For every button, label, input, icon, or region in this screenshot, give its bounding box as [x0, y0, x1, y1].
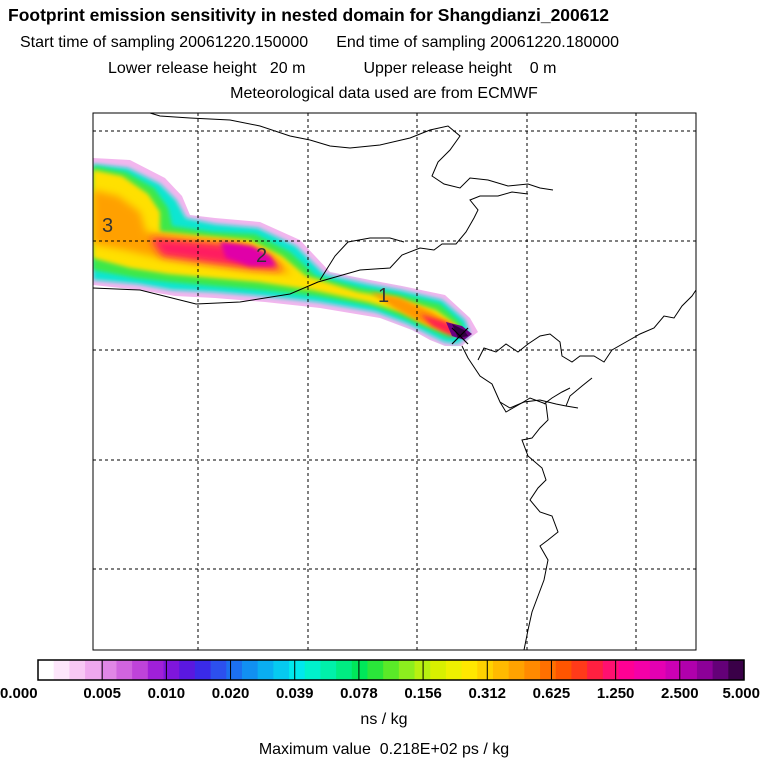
colorbar-cell [571, 660, 588, 680]
colorbar-cell [665, 660, 682, 680]
colorbar-cells [38, 660, 745, 680]
colorbar-tick-label: 0.020 [212, 685, 250, 702]
colorbar-cell [461, 660, 478, 680]
colorbar-cell [445, 660, 463, 680]
colorbar-cell [289, 660, 306, 680]
colorbar-cell [132, 660, 149, 680]
colorbar-cell [524, 660, 541, 680]
grid-lines [93, 113, 696, 650]
colorbar-cell [477, 660, 494, 680]
colorbar-cell [304, 660, 321, 680]
colorbar-cell [383, 660, 400, 680]
colorbar-cell [367, 660, 384, 680]
colorbar-tick-label: 1.250 [597, 685, 635, 702]
upper-release-label: Upper release height 0 m [363, 60, 557, 77]
plume-age-label: 3 [102, 215, 113, 237]
colorbar-cell [116, 660, 133, 680]
colorbar-tick-label: 5.000 [722, 685, 760, 702]
colorbar-cell [398, 660, 416, 680]
chart-title: Footprint emission sensitivity in nested… [8, 5, 609, 25]
colorbar-cell [273, 660, 290, 680]
colorbar-tick-labels: 0.000 0.005 0.010 0.020 0.039 0.078 0.156 0.312… [0, 685, 760, 702]
colorbar-cell [210, 660, 227, 680]
plume-age-label: 2 [256, 245, 267, 267]
plume-labels: 3 2 1 [102, 215, 389, 307]
met-data-label: Meteorological data used are from ECMWF [230, 85, 538, 102]
colorbar-cell [179, 660, 196, 680]
colorbar-tick-label: 0.010 [148, 685, 186, 702]
colorbar-unit: ns / kg [360, 711, 408, 728]
plume-field [93, 158, 478, 346]
colorbar-cell [492, 660, 510, 680]
colorbar-cell [602, 660, 620, 680]
colorbar-tick-label: 0.039 [276, 685, 314, 702]
colorbar-cell [728, 660, 745, 680]
max-value-label: Maximum value 0.218E+02 ps / kg [258, 741, 510, 758]
colorbar-cell [508, 660, 525, 680]
colorbar-tick-label: 0.625 [533, 685, 571, 702]
colorbar-cell [634, 660, 651, 680]
colorbar-cell [618, 660, 635, 680]
colorbar-cell [430, 660, 447, 680]
colorbar-cell [696, 660, 714, 680]
colorbar-tick-label: 0.000 [0, 685, 38, 702]
colorbar-cell [320, 660, 337, 680]
colorbar-cell [540, 660, 557, 680]
colorbar-tick-label: 0.312 [468, 685, 506, 702]
colorbar-cell [257, 660, 274, 680]
colorbar-cell [100, 660, 118, 680]
map-frame [92, 112, 697, 651]
colorbar-cell [712, 660, 729, 680]
colorbar-frame [37, 659, 745, 681]
colorbar-cell [38, 660, 55, 680]
colorbar-cell [241, 660, 259, 680]
release-heights: Lower release height 20 m Upper release h… [108, 60, 768, 78]
colorbar-cell [85, 660, 102, 680]
colorbar-cell [163, 660, 180, 680]
colorbar-cell [226, 660, 243, 680]
colorbar-cell [53, 660, 70, 680]
colorbar-tick-label: 2.500 [661, 685, 699, 702]
colorbar-cell [681, 660, 698, 680]
start-time-label: Start time of sampling 20061220.150000 [20, 34, 309, 51]
colorbar-tick-label: 0.078 [340, 685, 378, 702]
lower-release-label: Lower release height 20 m [108, 60, 306, 77]
colorbar-tick-label: 0.156 [404, 685, 442, 702]
colorbar-cell [555, 660, 573, 680]
colorbar-cell [69, 660, 86, 680]
colorbar-cell [147, 660, 165, 680]
colorbar-cell [194, 660, 212, 680]
end-time-label: End time of sampling 20061220.180000 [336, 34, 620, 51]
sampling-times: Start time of sampling 20061220.150000 En… [20, 34, 768, 52]
colorbar-cell [351, 660, 369, 680]
plume-age-label: 1 [378, 285, 389, 307]
receptor-marker [451, 327, 469, 345]
colorbar-cell [587, 660, 604, 680]
colorbar-cell [336, 660, 353, 680]
colorbar-cell [649, 660, 667, 680]
colorbar-tick-label: 0.005 [83, 685, 121, 702]
coastlines [93, 113, 696, 650]
